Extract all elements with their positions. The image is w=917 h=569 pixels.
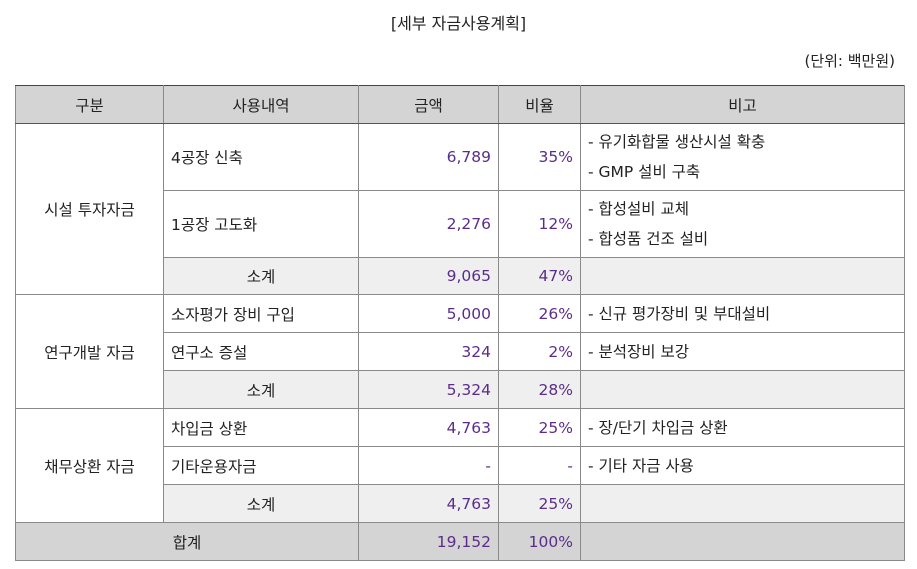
subtotal-remarks xyxy=(580,257,905,295)
header-row: 구분 사용내역 금액 비율 비고 xyxy=(15,85,905,124)
subtotal-ratio: 25% xyxy=(498,484,581,523)
ratio-cell: 26% xyxy=(498,294,581,333)
amount-cell: - xyxy=(358,446,499,485)
usage-cell: 1공장 고도화 xyxy=(163,190,359,258)
subtotal-amount: 9,065 xyxy=(358,257,499,295)
table-row: 1공장 고도화 2,276 12% - 합성설비 교체 - 합성품 건조 설비 xyxy=(16,190,905,258)
subtotal-remarks xyxy=(580,370,905,409)
amount-cell: 324 xyxy=(358,332,499,371)
table-row: 시설 투자자금 4공장 신축 6,789 35% - 유기화합물 생산시설 확충… xyxy=(15,123,905,295)
ratio-cell: - xyxy=(498,446,581,485)
amount-cell: 2,276 xyxy=(358,190,499,258)
remark-line: - GMP 설비 구축 xyxy=(588,163,701,181)
subtotal-row: 소계 5,324 28% xyxy=(16,370,905,409)
subtotal-label: 소계 xyxy=(163,257,359,295)
subtotal-label: 소계 xyxy=(163,370,359,409)
category-cell: 시설 투자자금 xyxy=(15,123,164,295)
remarks-cell: - 장/단기 차입금 상환 xyxy=(580,408,905,447)
subtotal-amount: 4,763 xyxy=(358,484,499,523)
amount-cell: 5,000 xyxy=(358,294,499,333)
ratio-cell: 25% xyxy=(498,408,581,447)
usage-cell: 4공장 신축 xyxy=(163,123,359,191)
usage-cell: 차입금 상환 xyxy=(163,408,359,447)
header-category: 구분 xyxy=(15,85,164,124)
subtotal-ratio: 47% xyxy=(498,257,581,295)
ratio-cell: 2% xyxy=(498,332,581,371)
table-row: 채무상환 자금 차입금 상환 4,763 25% - 장/단기 차입금 상환 xyxy=(15,408,905,523)
usage-cell: 기타운용자금 xyxy=(163,446,359,485)
total-label: 합계 xyxy=(15,522,359,561)
ratio-cell: 35% xyxy=(498,123,581,191)
remark-line: - 장/단기 차입금 상환 xyxy=(588,418,728,437)
subtotal-label: 소계 xyxy=(163,484,359,523)
subtotal-remarks xyxy=(580,484,905,523)
table-row: 연구소 증설 324 2% - 분석장비 보강 xyxy=(16,332,905,371)
usage-cell: 소자평가 장비 구입 xyxy=(163,294,359,333)
total-row: 합계 19,152 100% xyxy=(15,522,905,561)
header-amount: 금액 xyxy=(358,85,499,124)
remark-line: - 합성설비 교체 xyxy=(588,200,690,218)
fund-usage-table: 구분 사용내역 금액 비율 비고 시설 투자자금 4공장 신축 6,789 35… xyxy=(15,85,905,561)
header-ratio: 비율 xyxy=(498,85,581,124)
remarks-cell: - 기타 자금 사용 xyxy=(580,446,905,485)
remark-line: - 기타 자금 사용 xyxy=(588,456,694,475)
header-usage: 사용내역 xyxy=(163,85,359,124)
ratio-cell: 12% xyxy=(498,190,581,258)
remark-line: - 신규 평가장비 및 부대설비 xyxy=(588,304,771,323)
total-remarks xyxy=(580,522,905,561)
remark-line: - 합성품 건조 설비 xyxy=(588,230,709,248)
header-remarks: 비고 xyxy=(580,85,905,124)
remarks-cell: - 신규 평가장비 및 부대설비 xyxy=(580,294,905,333)
table-title: [세부 자금사용계획] xyxy=(390,14,527,33)
subtotal-ratio: 28% xyxy=(498,370,581,409)
subtotal-amount: 5,324 xyxy=(358,370,499,409)
total-amount: 19,152 xyxy=(358,522,499,561)
amount-cell: 6,789 xyxy=(358,123,499,191)
total-ratio: 100% xyxy=(498,522,581,561)
subtotal-row: 소계 9,065 47% xyxy=(16,257,905,295)
category-cell: 연구개발 자금 xyxy=(15,294,164,409)
usage-cell: 연구소 증설 xyxy=(163,332,359,371)
remarks-cell: - 유기화합물 생산시설 확충 - GMP 설비 구축 xyxy=(580,123,905,191)
amount-cell: 4,763 xyxy=(358,408,499,447)
remark-line: - 분석장비 보강 xyxy=(588,342,690,361)
remarks-cell: - 합성설비 교체 - 합성품 건조 설비 xyxy=(580,190,905,258)
remark-line: - 유기화합물 생산시설 확충 xyxy=(588,133,766,151)
table-row: 연구개발 자금 소자평가 장비 구입 5,000 26% - 신규 평가장비 및… xyxy=(15,294,905,409)
remarks-cell: - 분석장비 보강 xyxy=(580,332,905,371)
category-cell: 채무상환 자금 xyxy=(15,408,164,523)
unit-label: (단위: 백만원) xyxy=(804,52,895,70)
